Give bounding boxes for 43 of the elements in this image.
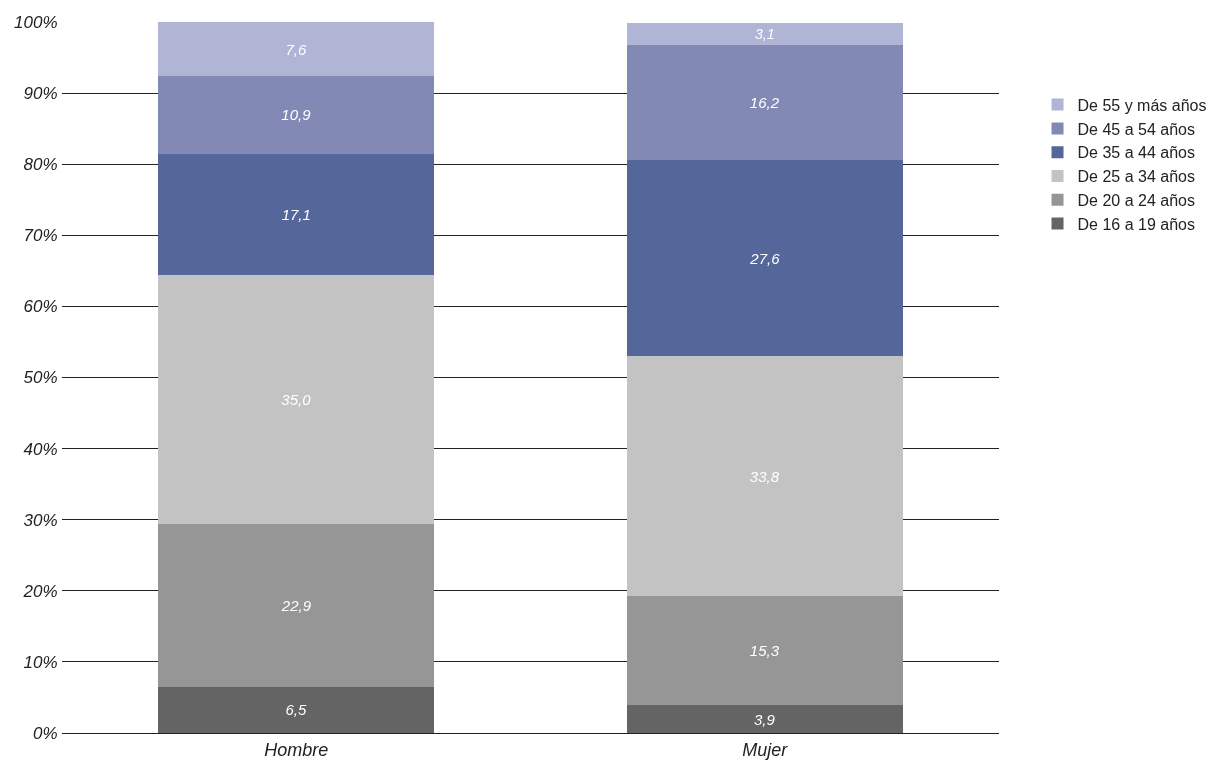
y-tick-label: 90%: [23, 84, 58, 104]
y-tick-label: 30%: [23, 510, 58, 530]
bar: [626, 159, 903, 357]
bar: [626, 705, 903, 733]
y-tick-label: 40%: [23, 439, 58, 459]
bar: [626, 356, 903, 597]
data-label: 7,6: [285, 40, 307, 58]
data-label: 10,9: [281, 106, 312, 124]
legend-label: De 45 a 54 años: [1077, 120, 1195, 138]
y-tick-label: 50%: [23, 368, 58, 388]
data-label: 35,0: [281, 391, 312, 409]
data-label: 27,6: [749, 249, 781, 267]
bar: [158, 275, 435, 524]
bar: [158, 153, 435, 276]
x-tick-label: Hombre: [264, 739, 329, 760]
data-label: 3,1: [754, 25, 775, 42]
y-tick-label: 20%: [22, 581, 58, 601]
data-label: 22,9: [280, 596, 312, 614]
bar: [626, 22, 903, 45]
data-label: 16,2: [749, 93, 780, 111]
legend-label: De 25 a 34 años: [1077, 168, 1195, 186]
data-label: 15,3: [749, 642, 780, 660]
data-label: 3,9: [754, 710, 776, 728]
y-tick-label: 10%: [23, 652, 58, 672]
x-tick-label: Mujer: [742, 739, 789, 760]
y-tick-label: 100%: [14, 12, 58, 32]
data-label: 6,5: [285, 701, 307, 719]
bar: [158, 76, 435, 154]
legend-label: De 55 y más años: [1077, 96, 1207, 114]
bar: [626, 596, 903, 706]
data-label: 17,1: [281, 205, 311, 223]
bar: [158, 686, 435, 733]
bar: [626, 44, 903, 160]
y-tick-label: 70%: [23, 226, 58, 246]
legend-label: De 20 a 24 años: [1077, 192, 1195, 210]
y-tick-label: 0%: [33, 723, 58, 743]
data-label: 33,8: [749, 467, 780, 485]
legend-label: De 16 a 19 años: [1077, 215, 1195, 233]
legend-label: De 35 a 44 años: [1077, 144, 1195, 162]
y-tick-label: 60%: [23, 297, 58, 317]
bar: [158, 523, 435, 687]
bar: [158, 22, 435, 77]
y-tick-label: 80%: [23, 155, 58, 175]
